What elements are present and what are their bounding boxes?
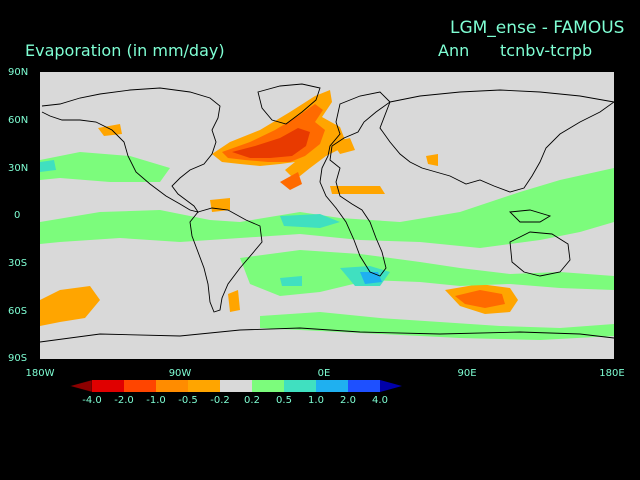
y-tick-0: 0	[14, 210, 21, 221]
colorbar-label-9: 2.0	[340, 395, 356, 406]
plot-title: LGM_ense - FAMOUS	[450, 18, 625, 38]
colorbar-label-5: -0.2	[210, 395, 230, 406]
south-america-coast	[189, 207, 263, 313]
y-tick-90s: 90S	[8, 353, 28, 364]
colorbar-label-6: 0.2	[244, 395, 260, 406]
equatorial-atlantic-cyan	[280, 214, 340, 228]
colorbar	[70, 379, 402, 393]
europe-africa-coast	[319, 91, 391, 277]
x-tick-180w: 180W	[25, 368, 55, 379]
y-tick-90n: 90N	[8, 67, 29, 78]
colorbar-label-8: 1.0	[308, 395, 324, 406]
colorbar-label-4: -0.5	[178, 395, 198, 406]
season-label: Ann	[438, 41, 470, 60]
y-tick-60s: 60S	[8, 306, 28, 317]
colorbar-bin-1	[92, 380, 124, 392]
greenland-coast	[257, 83, 321, 125]
x-tick-90w: 90W	[168, 368, 192, 379]
north-america-coast	[41, 87, 221, 213]
colorbar-bin-8	[316, 380, 348, 392]
southern-cyan-small	[280, 276, 302, 286]
tropical-atlantic-orange	[330, 186, 385, 194]
colorbar-label-1: -4.0	[82, 395, 102, 406]
colorbar-label-10: 4.0	[372, 395, 388, 406]
north-atlantic-strong-negative	[232, 128, 310, 158]
australia-coast	[509, 231, 571, 277]
colorbar-label-2: -2.0	[114, 395, 134, 406]
colorbar-bin-4	[188, 380, 220, 392]
tropical-band-green	[40, 168, 614, 248]
colorbar-label-7: 0.5	[276, 395, 292, 406]
colorbar-bin-9	[348, 380, 380, 392]
x-tick-0e: 0E	[317, 368, 331, 379]
y-tick-30n: 30N	[8, 163, 29, 174]
southern-indian-red	[455, 290, 505, 308]
coastlines	[40, 83, 614, 343]
variable-label: Evaporation (in mm/day)	[25, 41, 225, 60]
evaporation-map	[40, 72, 614, 359]
north-pacific-green	[40, 152, 170, 182]
experiment-label: tcnbv-tcrpb	[500, 41, 593, 60]
colorbar-bin-6	[252, 380, 284, 392]
colorbar-bin-2	[124, 380, 156, 392]
y-tick-30s: 30S	[8, 258, 28, 269]
colorbar-label-3: -1.0	[146, 395, 166, 406]
colorbar-right-arrow	[380, 380, 402, 392]
colorbar-bin-7	[284, 380, 316, 392]
south-pacific-orange	[40, 286, 100, 326]
south-atlantic-orange	[228, 290, 240, 312]
x-tick-180e: 180E	[599, 368, 625, 379]
asia-coast	[379, 89, 614, 193]
colorbar-left-arrow	[70, 379, 93, 393]
south-band-green	[240, 250, 614, 296]
antarctica-coast	[40, 327, 614, 343]
southern-ocean-green	[260, 312, 614, 340]
subtropical-orange	[280, 172, 302, 190]
colorbar-bin-5	[220, 380, 252, 392]
indonesia-coast	[509, 209, 552, 223]
labrador-orange	[98, 124, 122, 136]
colorbar-bin-3	[156, 380, 188, 392]
east-asia-orange	[426, 154, 438, 166]
anomaly-fields	[40, 90, 614, 340]
y-tick-60n: 60N	[8, 115, 29, 126]
map-canvas	[40, 83, 614, 343]
western-pacific-cyan	[40, 160, 56, 172]
x-tick-90e: 90E	[457, 368, 477, 379]
